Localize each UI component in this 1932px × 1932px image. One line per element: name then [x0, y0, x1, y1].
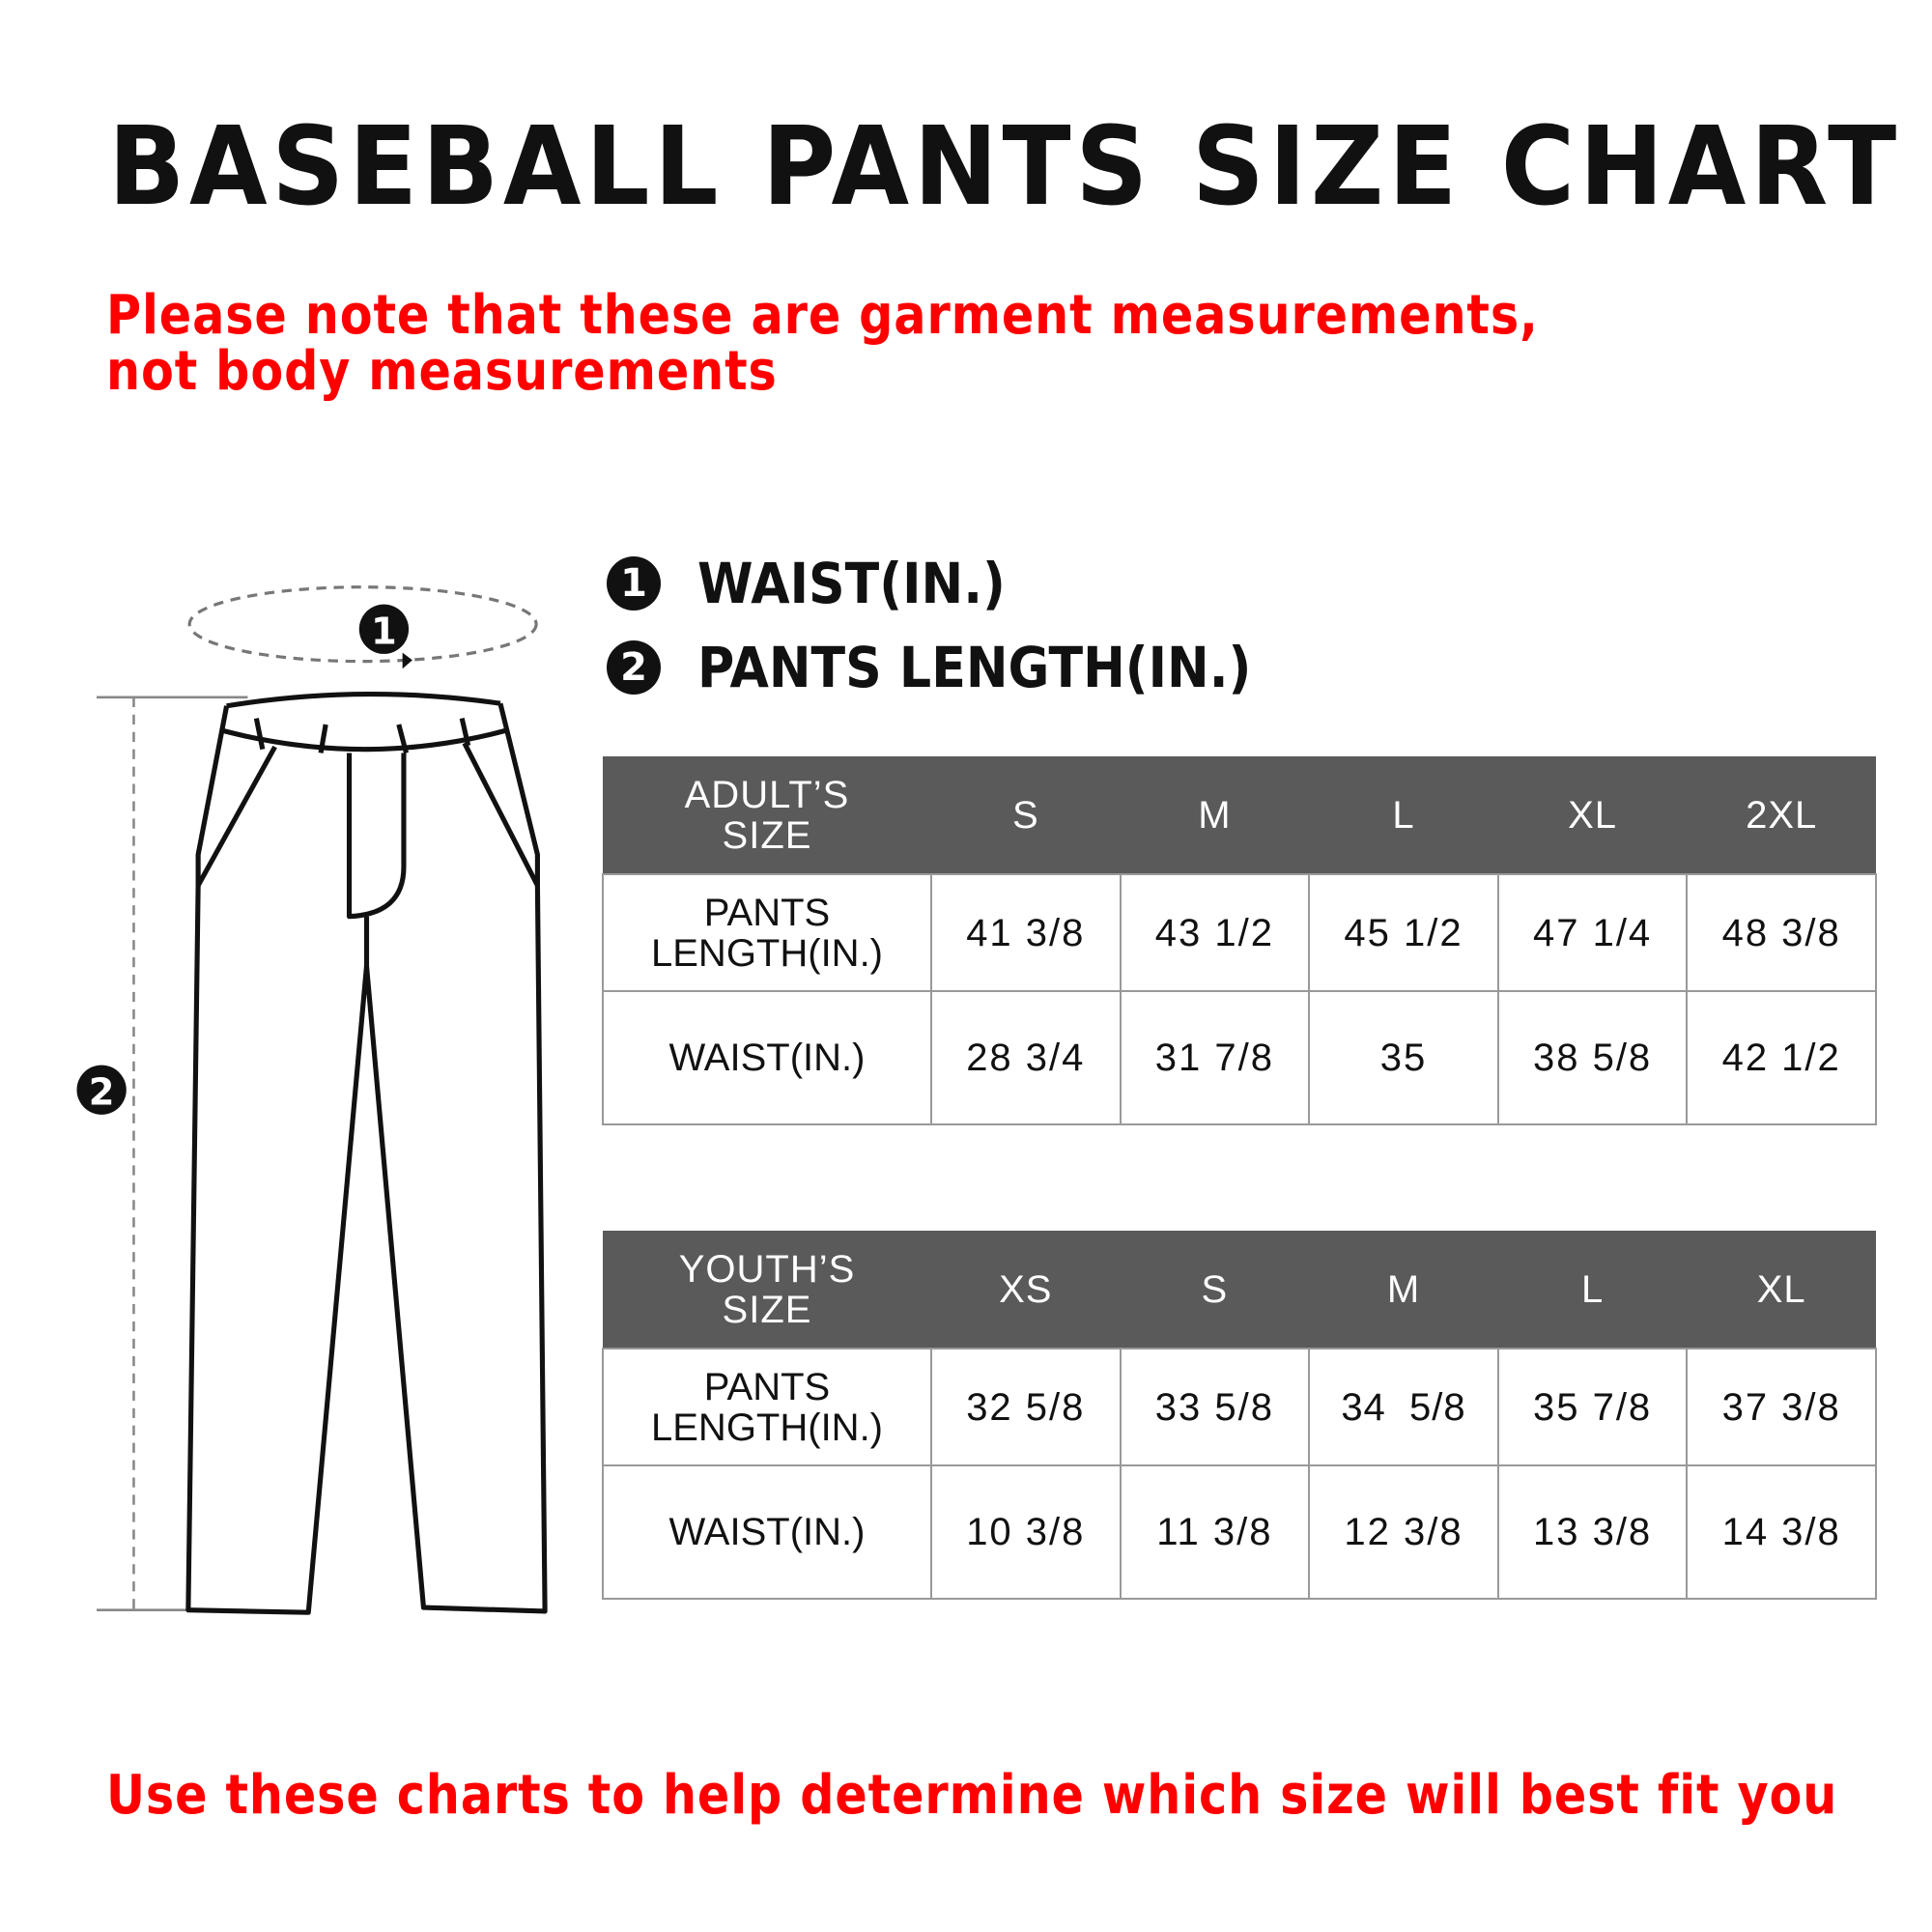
table-cell: 28 3/4 — [930, 990, 1122, 1125]
table-cell: 31 7/8 — [1119, 990, 1311, 1125]
header-cell: S — [1120, 1231, 1310, 1349]
header-cell: L — [1497, 1231, 1688, 1349]
table-cell: 11 3/8 — [1119, 1464, 1311, 1600]
header-cell: XL — [1687, 1231, 1876, 1349]
table-cell: 41 3/8 — [930, 873, 1122, 992]
table-cell: 45 1/2 — [1308, 873, 1499, 992]
table-cell: 14 3/8 — [1686, 1464, 1877, 1600]
marker-1-icon: 1 — [607, 556, 661, 611]
table-cell: 43 1/2 — [1119, 873, 1311, 992]
header-cell: YOUTH’S SIZE — [603, 1231, 931, 1349]
table-cell: 38 5/8 — [1496, 990, 1689, 1125]
row-label: WAIST(IN.) — [602, 1464, 932, 1600]
legend-label: WAIST(IN.) — [697, 551, 1006, 616]
table-cell: 48 3/8 — [1686, 873, 1877, 992]
row-label: PANTS LENGTH(IN.) — [602, 1348, 932, 1466]
table-row: PANTS LENGTH(IN.) 32 5/8 33 5/8 34 5/8 3… — [602, 1348, 1877, 1466]
table-cell: 35 — [1308, 990, 1499, 1125]
table-row: WAIST(IN.) 10 3/8 11 3/8 12 3/8 13 3/8 1… — [602, 1464, 1877, 1600]
table-cell: 13 3/8 — [1496, 1464, 1689, 1600]
adult-size-table: ADULT’S SIZE S M L XL 2XL PANTS LENGTH(I… — [602, 756, 1877, 1125]
header-cell: L — [1309, 756, 1498, 874]
table-cell: 33 5/8 — [1119, 1348, 1311, 1466]
pants-outline — [185, 691, 548, 1615]
marker-2-icon — [76, 1065, 127, 1115]
marker-1-label: 1 — [371, 611, 397, 654]
row-label: PANTS LENGTH(IN.) — [602, 873, 932, 992]
arrow-icon — [402, 652, 412, 669]
header-cell: 2XL — [1687, 756, 1876, 874]
garment-note: Please note that these are garment measu… — [106, 284, 1539, 403]
header-cell: S — [931, 756, 1121, 874]
table-header-row: ADULT’S SIZE S M L XL 2XL — [603, 756, 1876, 874]
table-cell: 42 1/2 — [1686, 990, 1877, 1125]
table-header-row: YOUTH’S SIZE XS S M L XL — [603, 1231, 1876, 1349]
table-row: WAIST(IN.) 28 3/4 31 7/8 35 38 5/8 42 1/… — [602, 990, 1877, 1125]
marker-2-label: 2 — [89, 1071, 115, 1115]
header-cell: M — [1120, 756, 1310, 874]
table-cell: 32 5/8 — [930, 1348, 1122, 1466]
row-label: WAIST(IN.) — [602, 990, 932, 1125]
header-cell: XL — [1497, 756, 1688, 874]
header-cell: M — [1309, 1231, 1498, 1349]
legend-label: PANTS LENGTH(IN.) — [697, 635, 1252, 700]
table-cell: 47 1/4 — [1496, 873, 1689, 992]
table-cell: 34 5/8 — [1308, 1348, 1499, 1466]
header-cell: XS — [931, 1231, 1121, 1349]
table-cell: 37 3/8 — [1686, 1348, 1877, 1466]
legend-waist: 1 WAIST(IN.) — [607, 551, 1039, 616]
footer-note: Use these charts to help determine which… — [106, 1764, 1838, 1827]
table-row: PANTS LENGTH(IN.) 41 3/8 43 1/2 45 1/2 4… — [602, 873, 1877, 992]
marker-2-icon: 2 — [607, 640, 661, 695]
youth-size-table: YOUTH’S SIZE XS S M L XL PANTS LENGTH(IN… — [602, 1231, 1877, 1600]
marker-1-icon — [358, 604, 410, 654]
legend-length: 2 PANTS LENGTH(IN.) — [607, 635, 1313, 700]
table-cell: 12 3/8 — [1308, 1464, 1499, 1600]
waist-measure-ellipse — [187, 585, 538, 664]
page-title: BASEBALL PANTS SIZE CHART — [108, 104, 1901, 230]
table-cell: 10 3/8 — [930, 1464, 1122, 1600]
table-cell: 35 7/8 — [1496, 1348, 1689, 1466]
header-cell: ADULT’S SIZE — [603, 756, 931, 874]
